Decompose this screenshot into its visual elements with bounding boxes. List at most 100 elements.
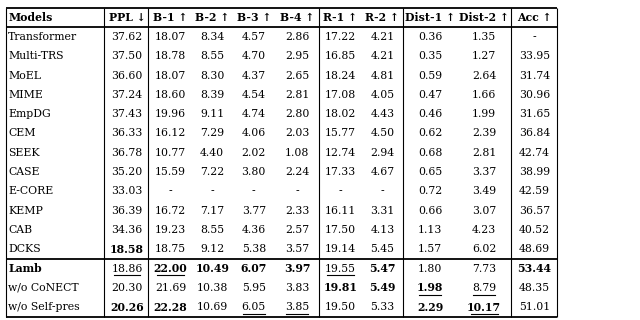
Text: 17.08: 17.08: [324, 90, 356, 100]
Text: 10.77: 10.77: [155, 148, 186, 158]
Text: 1.99: 1.99: [472, 109, 496, 119]
Text: 3.83: 3.83: [285, 283, 309, 293]
Text: 18.86: 18.86: [111, 264, 143, 274]
Text: 18.60: 18.60: [155, 90, 186, 100]
Text: B-3 ↑: B-3 ↑: [237, 12, 271, 23]
Text: 42.74: 42.74: [519, 148, 550, 158]
Text: 2.95: 2.95: [285, 51, 309, 61]
Text: 19.81: 19.81: [323, 282, 357, 293]
Text: 5.33: 5.33: [371, 302, 394, 312]
Text: MIME: MIME: [8, 90, 43, 100]
Text: 3.07: 3.07: [472, 206, 496, 216]
Text: 0.36: 0.36: [418, 32, 442, 42]
Text: 37.24: 37.24: [111, 90, 143, 100]
Text: 10.17: 10.17: [467, 302, 501, 313]
Text: 42.59: 42.59: [519, 186, 550, 196]
Text: 4.57: 4.57: [242, 32, 266, 42]
Text: 19.23: 19.23: [155, 225, 186, 235]
Text: 4.74: 4.74: [242, 109, 266, 119]
Text: 53.44: 53.44: [517, 263, 552, 274]
Text: Dist-2 ↑: Dist-2 ↑: [459, 12, 509, 23]
Text: 0.72: 0.72: [418, 186, 442, 196]
Text: 18.07: 18.07: [155, 70, 186, 81]
Text: 38.99: 38.99: [519, 167, 550, 177]
Text: R-2 ↑: R-2 ↑: [365, 12, 399, 23]
Text: 9.11: 9.11: [200, 109, 224, 119]
Text: B-1 ↑: B-1 ↑: [154, 12, 188, 23]
Text: 19.50: 19.50: [324, 302, 356, 312]
Text: 5.95: 5.95: [242, 283, 266, 293]
Text: 4.37: 4.37: [242, 70, 266, 81]
Text: 4.50: 4.50: [371, 128, 394, 139]
Text: 1.08: 1.08: [285, 148, 309, 158]
Text: 6.05: 6.05: [242, 302, 266, 312]
Text: 5.45: 5.45: [371, 244, 394, 254]
Text: 1.80: 1.80: [418, 264, 442, 274]
Text: 0.62: 0.62: [418, 128, 442, 139]
Text: 5.49: 5.49: [369, 282, 396, 293]
Text: 36.60: 36.60: [111, 70, 143, 81]
Text: 4.81: 4.81: [371, 70, 394, 81]
Text: 20.30: 20.30: [111, 283, 143, 293]
Text: Acc ↑: Acc ↑: [517, 12, 552, 23]
Text: -: -: [381, 186, 384, 196]
Text: 18.02: 18.02: [324, 109, 356, 119]
Text: w/o Self-pres: w/o Self-pres: [8, 302, 80, 312]
Text: 8.79: 8.79: [472, 283, 496, 293]
Text: 6.02: 6.02: [472, 244, 497, 254]
Text: Transformer: Transformer: [8, 32, 77, 42]
Text: 51.01: 51.01: [519, 302, 550, 312]
Text: 0.68: 0.68: [418, 148, 442, 158]
Text: 1.98: 1.98: [417, 282, 444, 293]
Text: 1.13: 1.13: [418, 225, 442, 235]
Text: 17.33: 17.33: [324, 167, 356, 177]
Text: 15.77: 15.77: [324, 128, 356, 139]
Text: 18.07: 18.07: [155, 32, 186, 42]
Text: PPL ↓: PPL ↓: [109, 12, 145, 23]
Text: 4.05: 4.05: [371, 90, 394, 100]
Text: EmpDG: EmpDG: [8, 109, 51, 119]
Text: B-4 ↑: B-4 ↑: [280, 12, 314, 23]
Text: 2.02: 2.02: [241, 148, 266, 158]
Text: 20.26: 20.26: [110, 302, 144, 313]
Text: 0.35: 0.35: [418, 51, 442, 61]
Text: 18.78: 18.78: [155, 51, 186, 61]
Text: 10.69: 10.69: [196, 302, 228, 312]
Text: 6.07: 6.07: [241, 263, 267, 274]
Text: 10.38: 10.38: [196, 283, 228, 293]
Text: 15.59: 15.59: [155, 167, 186, 177]
Text: 48.69: 48.69: [519, 244, 550, 254]
Text: Models: Models: [8, 12, 52, 23]
Text: 18.24: 18.24: [324, 70, 356, 81]
Text: 22.28: 22.28: [154, 302, 188, 313]
Text: 36.78: 36.78: [111, 148, 143, 158]
Text: Lamb: Lamb: [8, 263, 42, 274]
Text: 3.85: 3.85: [285, 302, 309, 312]
Text: 3.49: 3.49: [472, 186, 496, 196]
Text: 16.12: 16.12: [155, 128, 186, 139]
Text: 36.57: 36.57: [519, 206, 550, 216]
Text: 17.22: 17.22: [324, 32, 356, 42]
Text: 7.73: 7.73: [472, 264, 496, 274]
Text: 8.55: 8.55: [200, 225, 224, 235]
Text: R-1 ↑: R-1 ↑: [323, 12, 357, 23]
Text: 4.70: 4.70: [242, 51, 266, 61]
Text: 8.34: 8.34: [200, 32, 224, 42]
Text: 4.06: 4.06: [242, 128, 266, 139]
Text: B-2 ↑: B-2 ↑: [195, 12, 229, 23]
Text: -: -: [211, 186, 214, 196]
Text: 3.31: 3.31: [370, 206, 395, 216]
Text: 1.66: 1.66: [472, 90, 497, 100]
Text: 7.22: 7.22: [200, 167, 224, 177]
Text: 5.38: 5.38: [242, 244, 266, 254]
Text: 3.80: 3.80: [241, 167, 266, 177]
Text: 4.40: 4.40: [200, 148, 224, 158]
Text: w/o CoNECT: w/o CoNECT: [8, 283, 79, 293]
Text: 2.57: 2.57: [285, 225, 309, 235]
Text: 4.21: 4.21: [371, 32, 394, 42]
Text: 4.21: 4.21: [371, 51, 394, 61]
Text: 2.81: 2.81: [285, 90, 309, 100]
Text: 5.47: 5.47: [369, 263, 396, 274]
Text: 4.67: 4.67: [371, 167, 394, 177]
Text: -: -: [252, 186, 255, 196]
